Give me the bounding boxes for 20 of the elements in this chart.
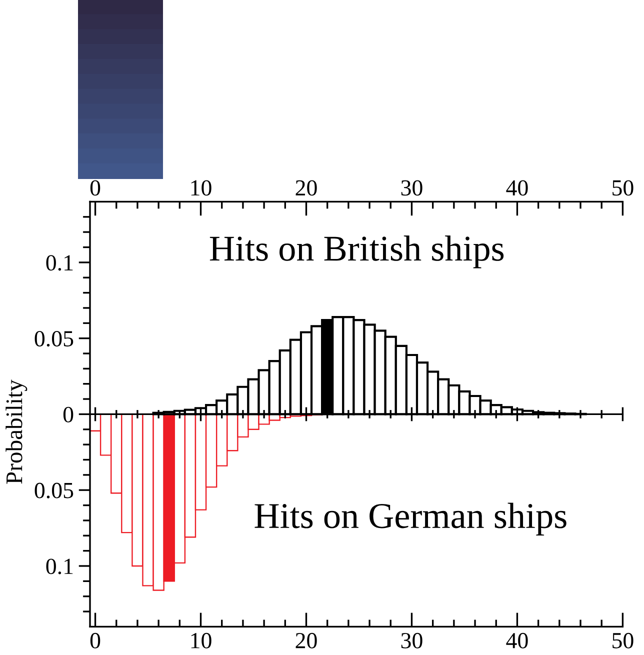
x-tick-label: 20: [296, 180, 317, 196]
x2-tick-label: 40: [506, 632, 528, 648]
x-tick-label: 30: [401, 180, 422, 196]
x-tick-label: 10: [191, 180, 212, 196]
y-tick-label: 0.1: [46, 255, 73, 271]
y-tick-label: 0: [63, 406, 74, 422]
x-tick-label: 0: [90, 180, 100, 196]
x2-tick-label: 50: [612, 632, 634, 648]
y-tick-label: 0.05: [34, 482, 74, 498]
x2-tick-label: 30: [401, 632, 422, 648]
x-tick-label: 50: [612, 180, 634, 196]
series-label: Hits on British ships: [210, 235, 504, 268]
series-label: Hits on German ships: [254, 502, 566, 536]
x2-tick-label: 10: [191, 632, 212, 648]
y-tick-label: 0.05: [34, 331, 74, 347]
y-tick-label: 0.1: [46, 558, 73, 574]
x2-tick-label: 20: [296, 632, 317, 648]
x-tick-label: 40: [506, 180, 528, 196]
x2-tick-label: 0: [90, 632, 100, 648]
y-axis-title: Probability: [6, 380, 28, 484]
